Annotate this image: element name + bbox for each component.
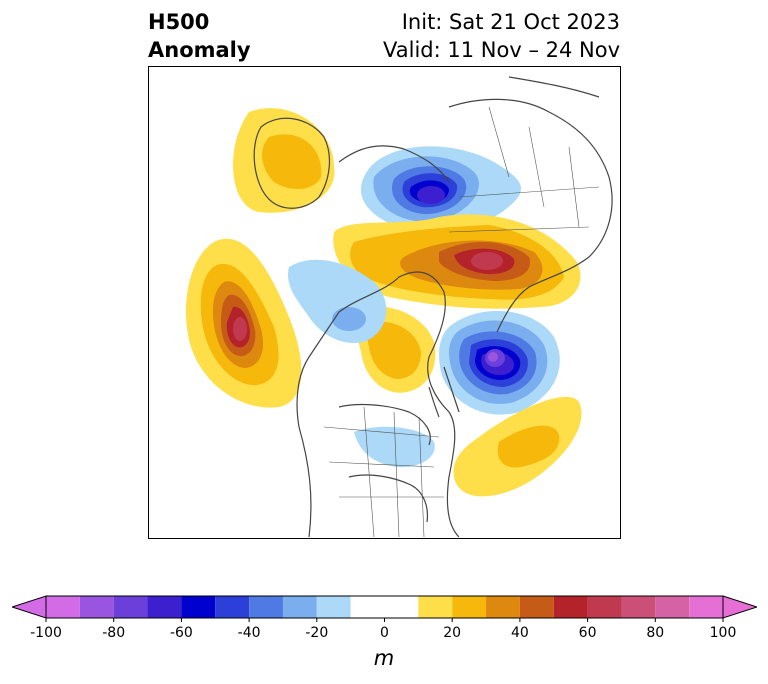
anomaly-positive-northeast-pacific bbox=[185, 238, 302, 408]
colorbar-tick-label: 20 bbox=[443, 625, 462, 641]
political-borders bbox=[323, 106, 600, 538]
colorbar-bin bbox=[452, 596, 487, 618]
colorbar-tick-label: -60 bbox=[169, 625, 193, 641]
anomaly-positive-greenland bbox=[232, 108, 335, 213]
init-date: Init: Sat 21 Oct 2023 bbox=[401, 10, 620, 34]
colorbar-tick-label: 40 bbox=[510, 625, 529, 641]
colorbar-bin bbox=[587, 596, 622, 618]
colorbar-bin bbox=[486, 596, 520, 618]
colorbar-bin bbox=[249, 596, 283, 618]
colorbar-bin bbox=[215, 596, 250, 618]
colorbar-extend-under bbox=[12, 595, 47, 619]
colorbar-tick-label: 100 bbox=[709, 625, 737, 641]
colorbar-bin bbox=[79, 596, 114, 618]
colorbar-unit: m bbox=[373, 646, 395, 670]
anomaly-map bbox=[148, 66, 621, 539]
colorbar-bin bbox=[46, 596, 80, 618]
anomaly-positive-siberia bbox=[333, 214, 581, 309]
title-right: Init: Sat 21 Oct 2023 Valid: 11 Nov – 24… bbox=[383, 8, 620, 64]
colorbar-bin bbox=[350, 596, 419, 618]
colorbar-bin bbox=[282, 596, 317, 618]
colorbar-tick-label: 60 bbox=[578, 625, 597, 641]
colorbar-bin bbox=[689, 596, 723, 618]
colorbar-tick-label: -100 bbox=[30, 625, 62, 641]
colorbar-bin bbox=[181, 596, 216, 618]
colorbar-bin bbox=[519, 596, 554, 618]
colorbar-bin bbox=[316, 596, 351, 618]
title-left: H500 Anomaly bbox=[148, 8, 251, 64]
title-anomaly: Anomaly bbox=[148, 38, 251, 62]
colorbar-tick-label: -20 bbox=[305, 625, 329, 641]
colorbar-bin bbox=[655, 596, 690, 618]
colorbar-tick-label: -40 bbox=[237, 625, 261, 641]
colorbar bbox=[12, 595, 757, 622]
colorbar-bin bbox=[147, 596, 182, 618]
anomaly-negative-bering bbox=[288, 259, 387, 343]
colorbar-bin bbox=[113, 596, 148, 618]
colorbar-bin bbox=[418, 596, 453, 618]
valid-range: Valid: 11 Nov – 24 Nov bbox=[383, 38, 620, 62]
coastlines bbox=[253, 76, 613, 538]
anomaly-negative-east-asia bbox=[439, 310, 560, 415]
colorbar-bin bbox=[621, 596, 656, 618]
colorbar-bin bbox=[553, 596, 588, 618]
anomaly-negative-arctic bbox=[360, 146, 522, 231]
anomaly-negative-eastern-us bbox=[354, 426, 435, 468]
colorbar-tick-label: -80 bbox=[102, 625, 126, 641]
colorbar-tick-label: 0 bbox=[380, 625, 389, 641]
colorbar-extend-over bbox=[722, 595, 757, 619]
map-canvas bbox=[185, 76, 613, 538]
title-variable: H500 bbox=[148, 10, 210, 34]
colorbar-tick-label: 80 bbox=[646, 625, 665, 641]
anomaly-positive-northwest-pacific bbox=[453, 396, 582, 497]
